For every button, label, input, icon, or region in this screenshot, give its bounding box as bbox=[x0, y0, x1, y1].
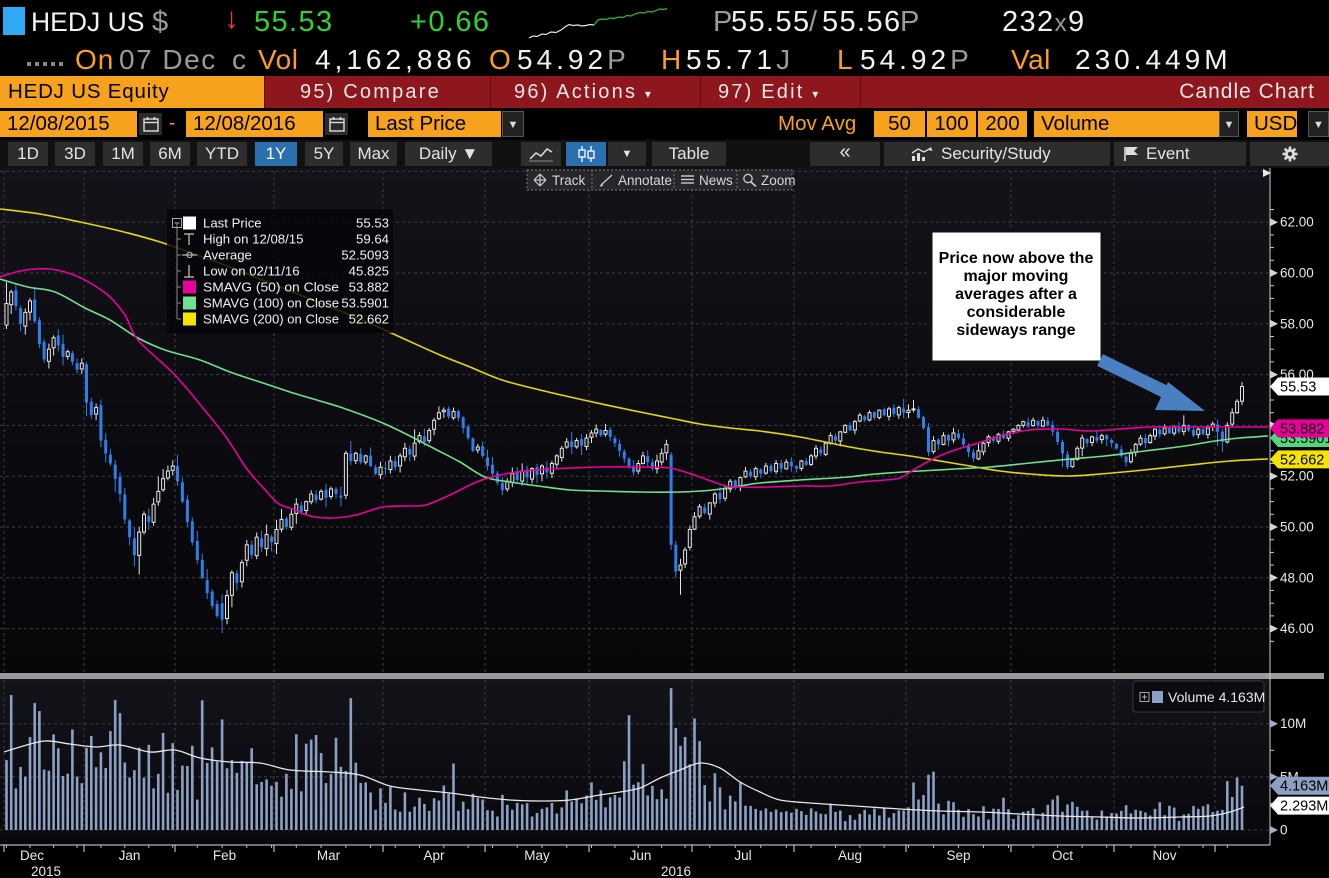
svg-text:Mar: Mar bbox=[317, 848, 341, 863]
svg-text:High on 12/08/15: High on 12/08/15 bbox=[203, 232, 303, 247]
svg-text:Aug: Aug bbox=[838, 848, 862, 863]
svg-text:sideways range: sideways range bbox=[956, 322, 1075, 339]
svg-text:4.163M: 4.163M bbox=[1280, 779, 1328, 795]
svg-text:Dec: Dec bbox=[20, 848, 44, 863]
svg-text:Volume 4.163M: Volume 4.163M bbox=[1168, 689, 1265, 705]
svg-text:2.293M: 2.293M bbox=[1280, 799, 1328, 815]
svg-text:55.53: 55.53 bbox=[1280, 380, 1316, 396]
svg-text:Last Price: Last Price bbox=[203, 216, 262, 231]
svg-text:averages after a: averages after a bbox=[955, 286, 1077, 303]
svg-text:Track: Track bbox=[552, 173, 585, 188]
svg-text:considerable: considerable bbox=[967, 304, 1066, 321]
svg-text:60.00: 60.00 bbox=[1280, 266, 1314, 281]
svg-text:10M: 10M bbox=[1280, 716, 1306, 731]
svg-text:SMAVG (200) on Close: SMAVG (200) on Close bbox=[203, 312, 339, 327]
svg-text:Oct: Oct bbox=[1052, 848, 1073, 863]
svg-text:Price now above the: Price now above the bbox=[939, 250, 1094, 267]
svg-text:50.00: 50.00 bbox=[1280, 520, 1314, 535]
svg-text:52.662: 52.662 bbox=[349, 312, 389, 327]
svg-text:Apr: Apr bbox=[423, 848, 445, 863]
svg-text:62.00: 62.00 bbox=[1280, 215, 1314, 230]
svg-text:major moving: major moving bbox=[964, 268, 1069, 285]
svg-text:Zoom: Zoom bbox=[761, 173, 796, 188]
svg-text:Low on 02/11/16: Low on 02/11/16 bbox=[203, 264, 300, 279]
svg-text:52.00: 52.00 bbox=[1280, 469, 1314, 484]
svg-text:46.00: 46.00 bbox=[1280, 621, 1314, 636]
svg-text:53.882: 53.882 bbox=[1280, 421, 1324, 437]
svg-text:55.53: 55.53 bbox=[356, 216, 389, 231]
svg-text:2016: 2016 bbox=[661, 864, 691, 878]
svg-text:Nov: Nov bbox=[1152, 848, 1176, 863]
svg-text:52.5093: 52.5093 bbox=[341, 248, 389, 263]
svg-text:53.5901: 53.5901 bbox=[341, 296, 389, 311]
svg-text:SMAVG (50) on Close: SMAVG (50) on Close bbox=[203, 280, 339, 295]
svg-text:59.64: 59.64 bbox=[356, 232, 389, 247]
svg-text:Jan: Jan bbox=[119, 848, 141, 863]
svg-text:Sep: Sep bbox=[946, 848, 970, 863]
svg-text:Feb: Feb bbox=[213, 848, 236, 863]
svg-text:48.00: 48.00 bbox=[1280, 570, 1314, 585]
svg-text:45.825: 45.825 bbox=[349, 264, 389, 279]
svg-text:2015: 2015 bbox=[31, 864, 61, 878]
svg-text:May: May bbox=[524, 848, 550, 863]
svg-text:Annotate: Annotate bbox=[618, 173, 672, 188]
svg-text:SMAVG (100) on Close: SMAVG (100) on Close bbox=[203, 296, 339, 311]
svg-text:News: News bbox=[699, 173, 733, 188]
svg-text:Jun: Jun bbox=[630, 848, 652, 863]
svg-text:52.662: 52.662 bbox=[1280, 452, 1324, 468]
svg-text:0: 0 bbox=[1280, 823, 1288, 838]
svg-text:53.882: 53.882 bbox=[349, 280, 389, 295]
svg-text:Average: Average bbox=[203, 248, 252, 263]
svg-text:Jul: Jul bbox=[734, 848, 751, 863]
svg-text:58.00: 58.00 bbox=[1280, 316, 1314, 331]
